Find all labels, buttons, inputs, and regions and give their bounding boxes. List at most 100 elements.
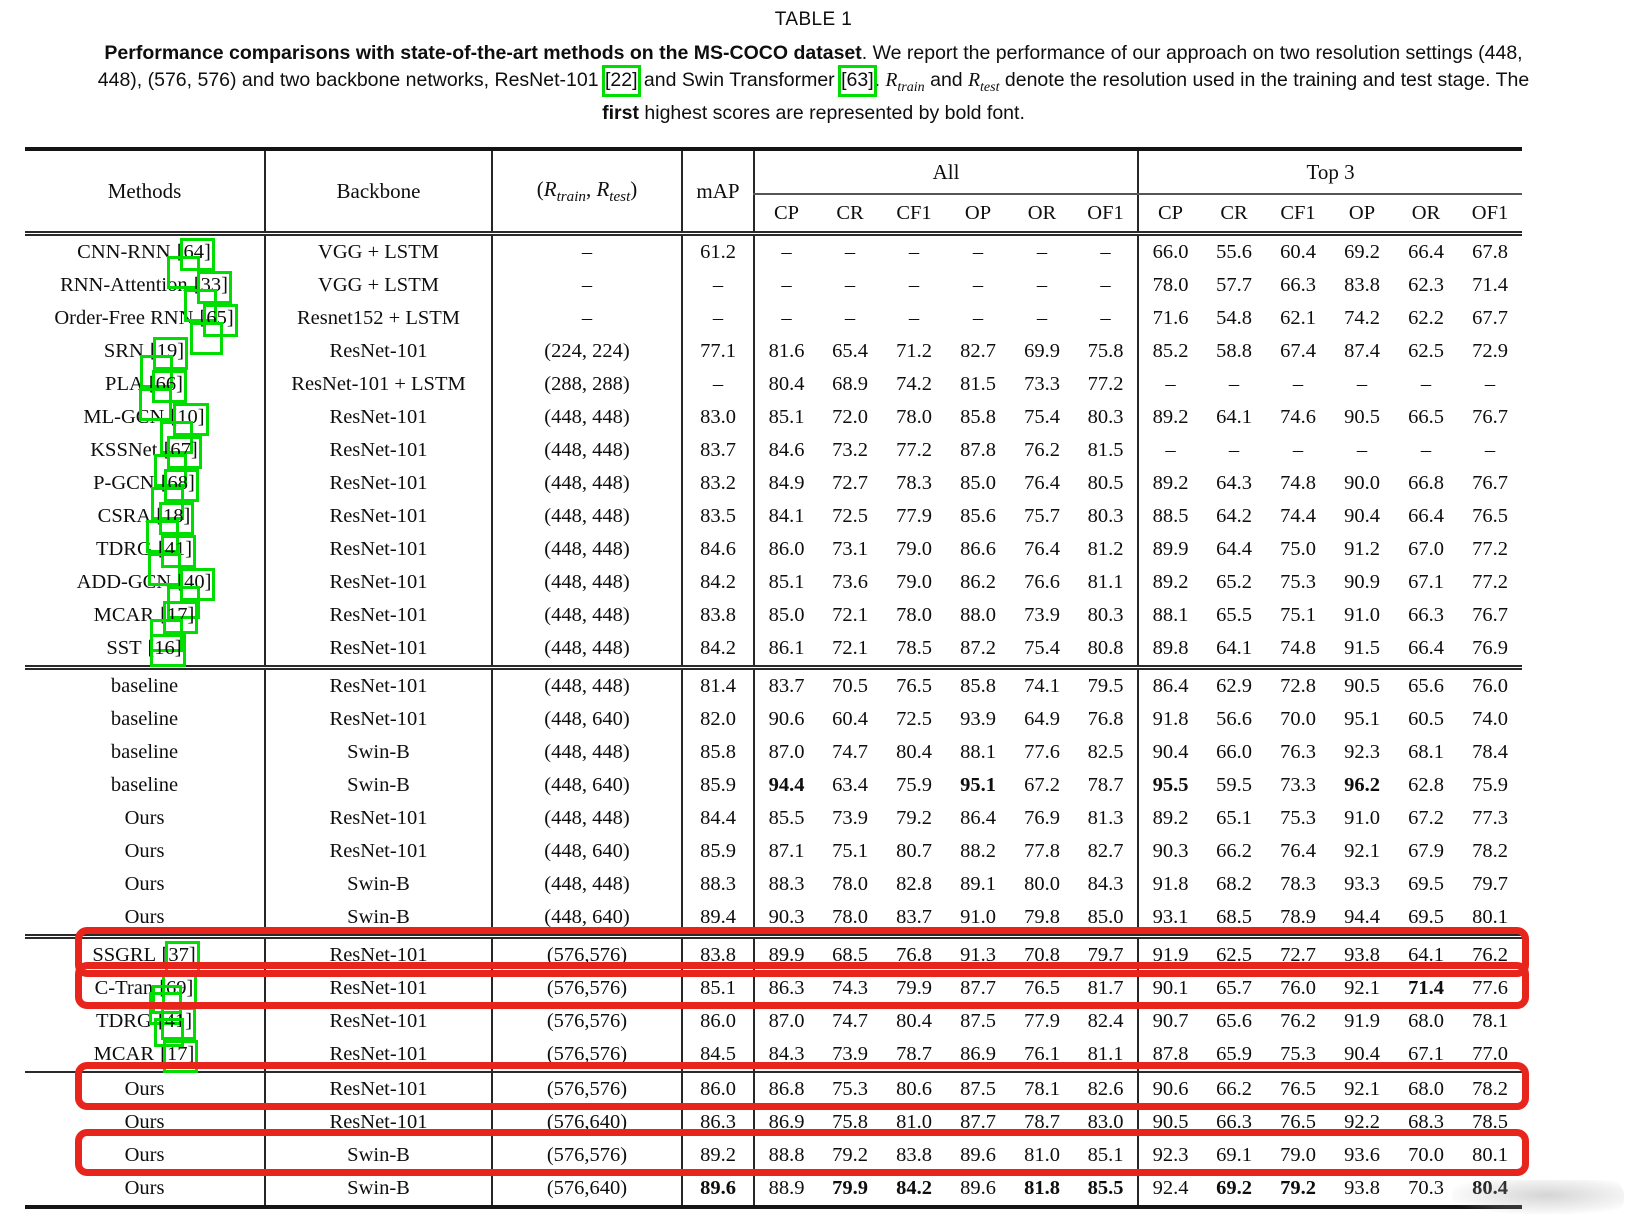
score-cell-all: 79.0 — [896, 571, 932, 594]
method-cell: CNN-RNN [64] — [25, 234, 265, 290]
score-cell-top3: 76.7 — [1472, 604, 1508, 627]
col-header-all-op: OP — [964, 201, 992, 224]
score-cell-all: 81.2 — [1087, 538, 1124, 561]
backbone-cell: ResNet-101 — [264, 703, 492, 737]
score-cell-all: – — [908, 274, 920, 297]
score-cell-top3: 78.4 — [1472, 741, 1508, 764]
map-cell: – — [681, 269, 754, 303]
method-cell: Order-Free RNN [65] — [25, 302, 265, 356]
score-cell-top3: 79.2 — [1280, 1177, 1316, 1200]
score-cell-top3: 66.0 — [1216, 741, 1252, 764]
map-cell: 86.0 — [681, 1072, 754, 1107]
score-cell-top3: 76.0 — [1472, 675, 1508, 698]
score-cell-all: 67.2 — [1024, 774, 1060, 797]
col-header-top3-op: OP — [1348, 201, 1376, 224]
score-cell-all: 93.9 — [960, 708, 996, 731]
score-cell-all: – — [972, 274, 984, 297]
score-cell-top3: 93.8 — [1344, 944, 1380, 967]
method-cell: MCAR [17] — [25, 599, 265, 653]
method-cell: baseline — [25, 668, 265, 704]
table-group: baseline ResNet-101 (448, 448) 81.4 83.7 70.5… — [25, 667, 1523, 937]
score-cell-all: 82.4 — [1087, 1010, 1124, 1033]
score-cell-all: 87.5 — [960, 1078, 996, 1101]
score-cell-top3: 96.2 — [1344, 774, 1380, 797]
map-cell: 83.2 — [681, 467, 754, 501]
map-cell: 77.1 — [681, 335, 754, 369]
method-cell: CSRA [18] — [25, 500, 265, 554]
score-cell-all: 88.9 — [753, 1172, 818, 1208]
map-cell: 84.5 — [681, 1038, 754, 1073]
score-cell-top3: 90.0 — [1344, 472, 1380, 495]
score-cell-all: 85.0 — [960, 472, 996, 495]
score-cell-all: 73.9 — [832, 807, 868, 830]
score-cell-top3: 64.4 — [1216, 538, 1252, 561]
score-cell-top3: 90.3 — [1137, 835, 1202, 869]
score-cell-top3: 92.3 — [1344, 741, 1380, 764]
method-name: RNN-Attention — [60, 274, 188, 297]
method-cell: C-Tran [69] — [25, 972, 265, 1026]
score-cell-all: 79.8 — [1024, 906, 1060, 929]
score-cell-all: 72.1 — [832, 604, 868, 627]
score-cell-all: 77.9 — [896, 505, 932, 528]
score-cell-all: 81.5 — [960, 373, 996, 396]
score-cell-all: 78.3 — [896, 472, 932, 495]
resolution-cell: (576,576) — [491, 1139, 682, 1173]
method-cell: KSSNet [67] — [25, 434, 265, 488]
table-row: MCAR [17] ResNet-101 (448, 448) 83.8 85.0 72.… — [25, 599, 1522, 653]
table-group: Ours ResNet-101 (576,576) 86.0 86.8 75.3 80.6 8… — [25, 1072, 1523, 1208]
score-cell-top3: 76.3 — [1280, 741, 1316, 764]
map-cell: 83.5 — [681, 500, 754, 534]
score-cell-top3: 76.0 — [1280, 977, 1316, 1000]
method-name: baseline — [110, 675, 179, 698]
resolution-cell: – — [491, 269, 682, 303]
col-header-all-cp: CP — [753, 194, 818, 234]
score-cell-all: 84.6 — [753, 434, 818, 468]
score-cell-top3: 68.5 — [1216, 906, 1252, 929]
score-cell-all: 74.7 — [832, 1010, 868, 1033]
score-cell-all: 77.2 — [1087, 373, 1124, 396]
score-cell-all: 91.3 — [960, 944, 996, 967]
score-cell-all: – — [972, 307, 984, 330]
score-cell-all: 76.9 — [1024, 807, 1060, 830]
score-cell-top3: 67.2 — [1408, 807, 1444, 830]
backbone-cell: ResNet-101 — [264, 1106, 492, 1140]
score-cell-top3: 91.5 — [1344, 637, 1380, 660]
caption-bold-first: first — [602, 101, 639, 124]
score-cell-all: 77.2 — [896, 439, 932, 462]
method-name: TDRG — [95, 1010, 152, 1033]
score-cell-top3: 75.3 — [1280, 807, 1316, 830]
resolution-cell: (576,576) — [491, 972, 682, 1006]
score-cell-top3: 77.0 — [1472, 1043, 1508, 1066]
score-cell-top3: 69.5 — [1408, 906, 1444, 929]
header-row-metrics: CP CR CF1 OP OR OF1 CP CR CF1 OP OR OF1 — [25, 194, 1522, 234]
score-cell-top3: 65.9 — [1216, 1043, 1252, 1066]
score-cell-top3: 66.5 — [1408, 406, 1444, 429]
table-row: SST [16] ResNet-101 (448, 448) 84.2 86.1 72.1… — [25, 632, 1522, 668]
method-name: SRN — [103, 340, 144, 363]
score-cell-top3: 75.0 — [1280, 538, 1316, 561]
map-cell: 82.0 — [681, 703, 754, 737]
score-cell-all: 81.0 — [896, 1111, 932, 1134]
method-name: ADD-GCN — [76, 571, 172, 594]
score-cell-top3: 72.8 — [1280, 675, 1316, 698]
score-cell-all: 77.8 — [1024, 840, 1060, 863]
score-cell-all: 90.6 — [753, 703, 818, 737]
score-cell-all: 73.9 — [1024, 604, 1060, 627]
backbone-cell: VGG + LSTM — [264, 269, 492, 303]
score-cell-top3: – — [1228, 439, 1240, 462]
resolution-cell: (448, 448) — [491, 401, 682, 435]
backbone-cell: ResNet-101 — [264, 1038, 492, 1073]
score-cell-all: 78.0 — [896, 604, 932, 627]
map-cell: 83.8 — [681, 936, 754, 973]
score-cell-all: – — [844, 241, 856, 264]
score-cell-top3: 90.5 — [1344, 406, 1380, 429]
method-name: TDRG — [95, 538, 152, 561]
score-cell-top3: 67.0 — [1408, 538, 1444, 561]
score-cell-top3: 55.6 — [1216, 241, 1252, 264]
map-cell: 85.8 — [681, 736, 754, 770]
citation-green-box: [68] — [150, 469, 200, 521]
citation-green-box: [19] — [139, 337, 189, 389]
score-cell-all: 87.7 — [960, 977, 996, 1000]
map-cell: 84.2 — [681, 566, 754, 600]
score-cell-top3: 66.2 — [1216, 840, 1252, 863]
